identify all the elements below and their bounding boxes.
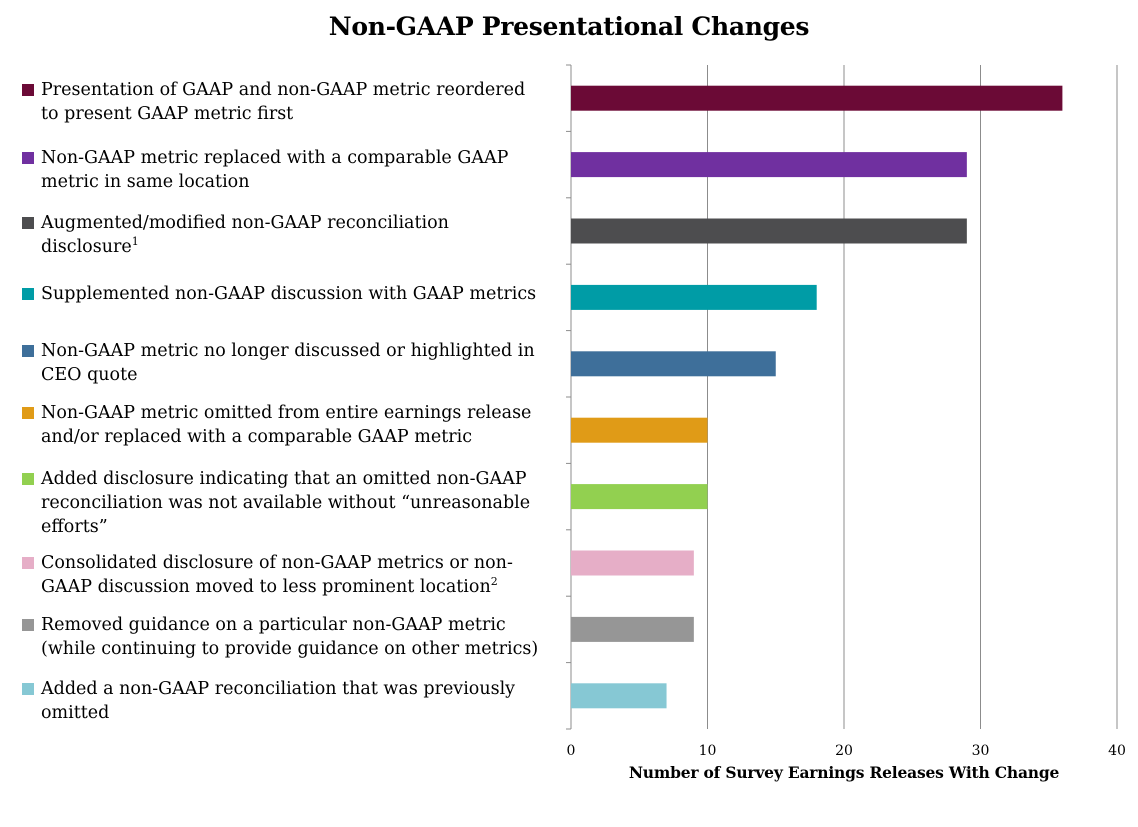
bar bbox=[571, 683, 667, 709]
legend-item: Removed guidance on a particular non-GAA… bbox=[22, 613, 547, 661]
legend-item: Consolidated disclosure of non-GAAP metr… bbox=[22, 551, 547, 599]
legend-item: Non-GAAP metric replaced with a comparab… bbox=[22, 146, 547, 194]
bar bbox=[571, 484, 708, 510]
legend-item: Supplemented non-GAAP discussion with GA… bbox=[22, 282, 547, 306]
footnote-marker: 2 bbox=[490, 575, 498, 589]
x-tick-label: 0 bbox=[567, 743, 576, 759]
legend-swatch bbox=[22, 557, 34, 569]
legend-label: Added a non-GAAP reconciliation that was… bbox=[41, 679, 516, 723]
legend-item: Non-GAAP metric no longer discussed or h… bbox=[22, 339, 547, 387]
legend-label: Added disclosure indicating that an omit… bbox=[41, 469, 531, 537]
legend-item: Added a non-GAAP reconciliation that was… bbox=[22, 677, 547, 725]
bar bbox=[571, 616, 694, 642]
legend-label: Non-GAAP metric replaced with a comparab… bbox=[41, 148, 509, 192]
legend-label: Supplemented non-GAAP discussion with GA… bbox=[41, 284, 537, 304]
bar bbox=[571, 417, 708, 443]
legend-swatch bbox=[22, 288, 34, 300]
bar bbox=[571, 85, 1063, 111]
legend-swatch bbox=[22, 217, 34, 229]
legend-swatch bbox=[22, 407, 34, 419]
legend-swatch bbox=[22, 84, 34, 96]
legend-swatch bbox=[22, 152, 34, 164]
legend-item: Non-GAAP metric omitted from entire earn… bbox=[22, 401, 547, 449]
bar bbox=[571, 152, 967, 178]
legend-swatch bbox=[22, 345, 34, 357]
x-axis-label: Number of Survey Earnings Releases With … bbox=[628, 763, 1060, 782]
legend-item: Augmented/modified non-GAAP reconciliati… bbox=[22, 211, 547, 259]
x-tick-label: 40 bbox=[1108, 743, 1126, 759]
bar bbox=[571, 351, 776, 377]
legend-item: Presentation of GAAP and non-GAAP metric… bbox=[22, 78, 547, 126]
bar bbox=[571, 284, 817, 310]
legend-label: Consolidated disclosure of non-GAAP metr… bbox=[41, 553, 513, 597]
x-tick-label: 20 bbox=[835, 743, 853, 759]
legend-swatch bbox=[22, 683, 34, 695]
bar bbox=[571, 550, 694, 576]
legend-label: Presentation of GAAP and non-GAAP metric… bbox=[41, 80, 526, 124]
chart-title: Non-GAAP Presentational Changes bbox=[328, 12, 810, 41]
legend-item: Added disclosure indicating that an omit… bbox=[22, 467, 547, 539]
legend-label: Augmented/modified non-GAAP reconciliati… bbox=[41, 213, 449, 257]
legend-label: Non-GAAP metric no longer discussed or h… bbox=[41, 341, 535, 385]
x-tick-label: 10 bbox=[699, 743, 717, 759]
legend-label: Removed guidance on a particular non-GAA… bbox=[41, 615, 539, 659]
legend-swatch bbox=[22, 619, 34, 631]
footnote-marker: 1 bbox=[131, 235, 139, 249]
legend-label: Non-GAAP metric omitted from entire earn… bbox=[41, 403, 532, 447]
x-tick-label: 30 bbox=[972, 743, 990, 759]
legend-swatch bbox=[22, 473, 34, 485]
bar bbox=[571, 218, 967, 244]
